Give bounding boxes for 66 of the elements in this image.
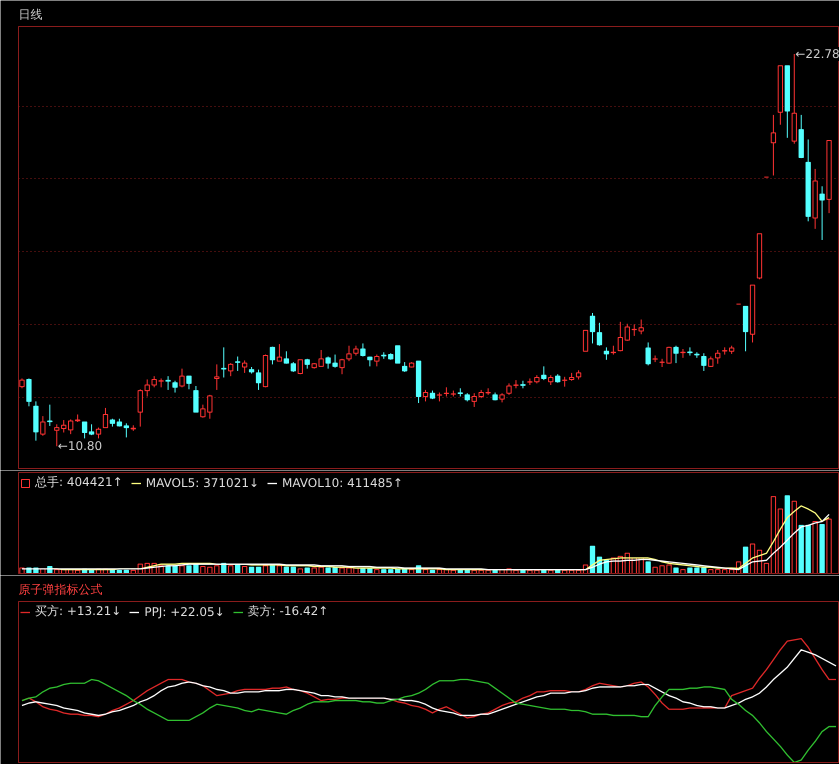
legend-label: PPJ: +22.05↓ <box>144 604 225 618</box>
candlestick <box>582 330 588 352</box>
candlestick <box>284 350 290 364</box>
candlestick <box>47 404 52 426</box>
bar <box>646 561 651 574</box>
candlestick <box>590 312 596 344</box>
candlestick <box>541 366 546 381</box>
candlestick <box>402 362 408 372</box>
bar <box>235 564 240 574</box>
candlestick <box>221 346 226 378</box>
candlestick <box>242 360 248 374</box>
candlestick <box>596 322 602 346</box>
candlestick <box>353 345 359 356</box>
candlestick <box>715 349 720 364</box>
candlestick <box>506 382 512 396</box>
candlestick <box>367 356 373 367</box>
candlestick <box>256 369 262 390</box>
candlestick <box>214 364 220 390</box>
bar <box>784 495 790 574</box>
candlestick <box>179 368 185 388</box>
candlestick <box>472 392 477 408</box>
chart-title: 日线 <box>18 8 42 22</box>
candlestick <box>304 358 310 370</box>
bar <box>186 565 192 574</box>
candlestick <box>673 345 679 364</box>
candlestick <box>290 362 296 372</box>
chart-title: 原子弹指标公式 <box>18 582 102 596</box>
legend-label: 卖方: -16.42↑ <box>248 603 328 620</box>
legend-label: 买方: +13.21↓ <box>35 603 122 620</box>
candlestick <box>548 374 554 386</box>
candlestick <box>666 346 672 364</box>
legend-label: MAVOL5: 371021↓ <box>146 476 260 490</box>
candlestick <box>646 342 651 366</box>
candlestick <box>96 427 102 439</box>
candlestick <box>770 114 776 176</box>
candlestick <box>102 407 108 428</box>
candlestick <box>374 354 380 367</box>
annotation: ←10.80 <box>58 439 102 454</box>
candlestick <box>270 346 276 365</box>
candlestick <box>701 352 706 372</box>
candlestick <box>444 386 450 397</box>
candlestick <box>604 346 610 360</box>
candlestick <box>819 186 825 240</box>
candlestick <box>562 376 568 388</box>
candlestick <box>124 422 129 438</box>
annotation: ←22.78 <box>795 47 839 61</box>
legend-label: 总手: 404421↑ <box>35 474 123 491</box>
candlestick <box>298 359 303 375</box>
candlestick <box>235 356 240 372</box>
candlestick <box>276 344 282 362</box>
candlestick <box>172 380 178 394</box>
bar <box>304 568 310 574</box>
candlestick <box>40 416 46 436</box>
candlestick <box>422 389 428 402</box>
candlestick <box>228 362 234 377</box>
candlestick <box>346 345 352 362</box>
candlestick <box>360 342 366 358</box>
candlestick <box>339 358 345 375</box>
candlestick <box>499 392 505 403</box>
candlestick <box>165 376 171 390</box>
candlestick <box>193 385 199 413</box>
legend-label: MAVOL10: 411485↑ <box>282 476 403 490</box>
candlestick <box>576 370 582 380</box>
candlestick <box>26 378 32 407</box>
candlestick <box>186 376 192 390</box>
bar <box>819 524 825 574</box>
